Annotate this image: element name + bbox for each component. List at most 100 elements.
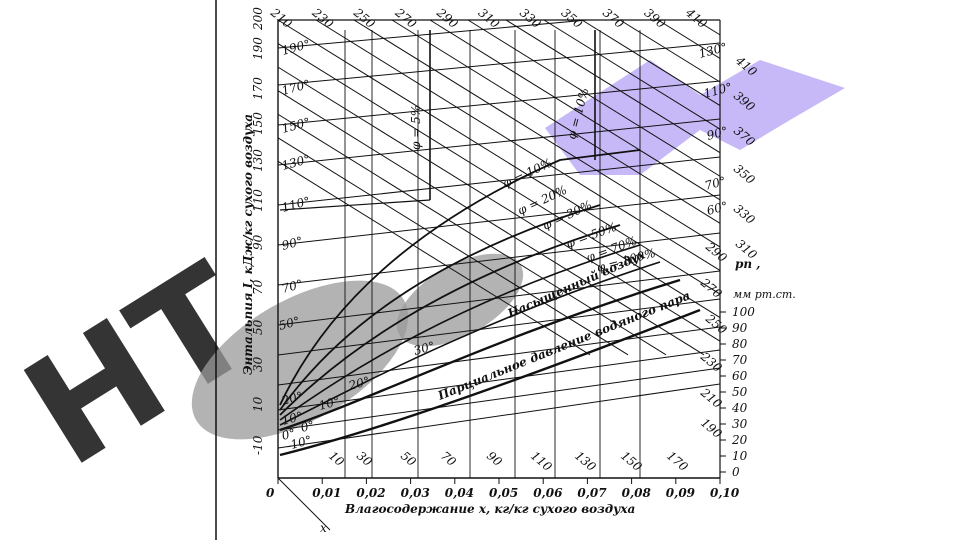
enthalpy-line [657,19,721,59]
temperature-label: 130° [697,40,729,61]
right-enthalpy-tick: 10 [326,449,347,470]
isotherm-line [277,194,721,246]
temperature-label: 60° [705,199,729,218]
x-tick-label: 0,02 [356,486,385,500]
isotherm-line [277,270,721,326]
isotherm-line [277,383,721,449]
phi-label: φ = 5% [409,105,423,150]
x-tick-label: 0,04 [445,486,474,500]
right-enthalpy-tick: 170 [664,449,691,475]
diagram-grid [215,0,726,540]
enthalpy-line [619,19,721,83]
top-enthalpy-tick: 250 [350,5,378,31]
temperature-label: 10° [280,409,304,428]
right-enthalpy-tick: 110 [528,449,555,475]
phi-10-curve [279,149,641,406]
partial-pressure-curve [279,308,701,457]
right-enthalpy-tick: 130 [572,449,599,475]
isotherm-line [277,367,721,431]
temperature-label: 50° [277,314,301,333]
enthalpy-line [277,19,721,295]
isotherm-line [277,118,721,166]
pressure-tick-label: 0 [732,465,740,479]
x-tick-label: 0,07 [577,486,607,500]
temperature-label: -10° [285,433,313,453]
pressure-tick-label: 60 [732,369,748,383]
pressure-tick-label: 20 [731,433,748,447]
top-enthalpy-tick: 210 [267,5,295,31]
temperature-label: 110° [280,194,312,215]
right-enthalpy-tick: 330 [731,202,758,228]
enthalpy-line [581,19,721,106]
temperature-label: 0° [299,418,316,435]
isotherm-line [277,19,588,49]
enthalpy-line [543,19,721,130]
isotherm-line [277,42,721,86]
isotherm-line [277,326,721,386]
left-enthalpy-tick: 30 [251,356,265,372]
x-axis-symbol-arrow [277,477,331,531]
right-enthalpy-tick: 50 [398,449,419,470]
phi-label: φ = 10% [500,156,554,191]
enthalpy-line [353,19,721,248]
enthalpy-line [277,90,705,356]
x-tick-label: 0,09 [666,486,696,500]
pressure-tick-label: 90 [732,321,748,335]
left-enthalpy-tick: 110 [251,189,265,212]
right-enthalpy-tick: 70 [438,449,459,470]
left-enthalpy-tick: 10 [251,396,265,412]
right-enthalpy-tick: 150 [618,449,645,475]
isotherm-line [277,349,721,411]
phi-50-curve [279,244,641,421]
enthalpy-line [277,66,721,342]
x-tick-label: 0,05 [489,486,518,500]
enthalpy-line [467,19,721,177]
x-tick-label: 0,10 [710,486,740,500]
temperature-label: 10° [317,394,341,413]
x-tick-label: 0,03 [401,486,430,500]
pressure-tick-label: 100 [732,305,755,319]
left-enthalpy-tick: 70 [251,279,265,295]
top-enthalpy-tick: 330 [517,6,544,32]
top-enthalpy-tick: 370 [600,6,627,32]
right-enthalpy-tick: 190 [698,416,725,442]
left-enthalpy-tick: 170 [251,77,265,100]
isotherm-line [277,156,721,206]
temperature-label: 30° [412,339,436,358]
top-enthalpy-tick: 410 [682,5,710,31]
pressure-axis-unit: мм рт.ст. [733,288,796,301]
enthalpy-line [391,19,721,224]
temperature-label: 70° [703,174,727,193]
x-tick-label: 0,01 [312,486,341,500]
x-axis-title: Влагосодержание x, кг/кг сухого воздуха [344,502,635,516]
pressure-tick-label: 70 [732,353,748,367]
temperature-label: 90° [705,124,729,143]
isotherm-line [277,232,721,286]
temperature-label: 20° [279,389,304,408]
enthalpy-line [695,19,721,36]
top-enthalpy-tick: 390 [642,6,669,32]
x-axis-symbol: x [320,521,327,535]
x-tick-label: 0 [266,486,275,500]
temperature-label: 20° [346,374,371,393]
left-enthalpy-tick: 150 [251,112,265,135]
enthalpy-line [315,19,721,271]
left-enthalpy-tick: 50 [251,319,265,335]
left-enthalpy-tick: 200 [251,7,265,31]
right-enthalpy-tick: 290 [702,239,730,265]
right-enthalpy-tick: 90 [484,449,505,470]
right-enthalpy-tick: 210 [697,385,725,411]
watermark-blob [191,280,409,440]
temperature-label: 70° [280,277,304,296]
enthalpy-line [429,19,721,201]
left-enthalpy-tick: 190 [251,37,265,60]
pressure-axis-title: pп , [735,257,760,271]
watermark-blob [396,253,524,347]
temperature-label: 170° [280,77,312,98]
top-enthalpy-tick: 270 [392,5,420,31]
phi-20-curve [279,204,601,411]
enthalpy-line [277,113,667,356]
top-enthalpy-tick: 350 [559,6,586,32]
pressure-tick-label: 10 [732,449,748,463]
